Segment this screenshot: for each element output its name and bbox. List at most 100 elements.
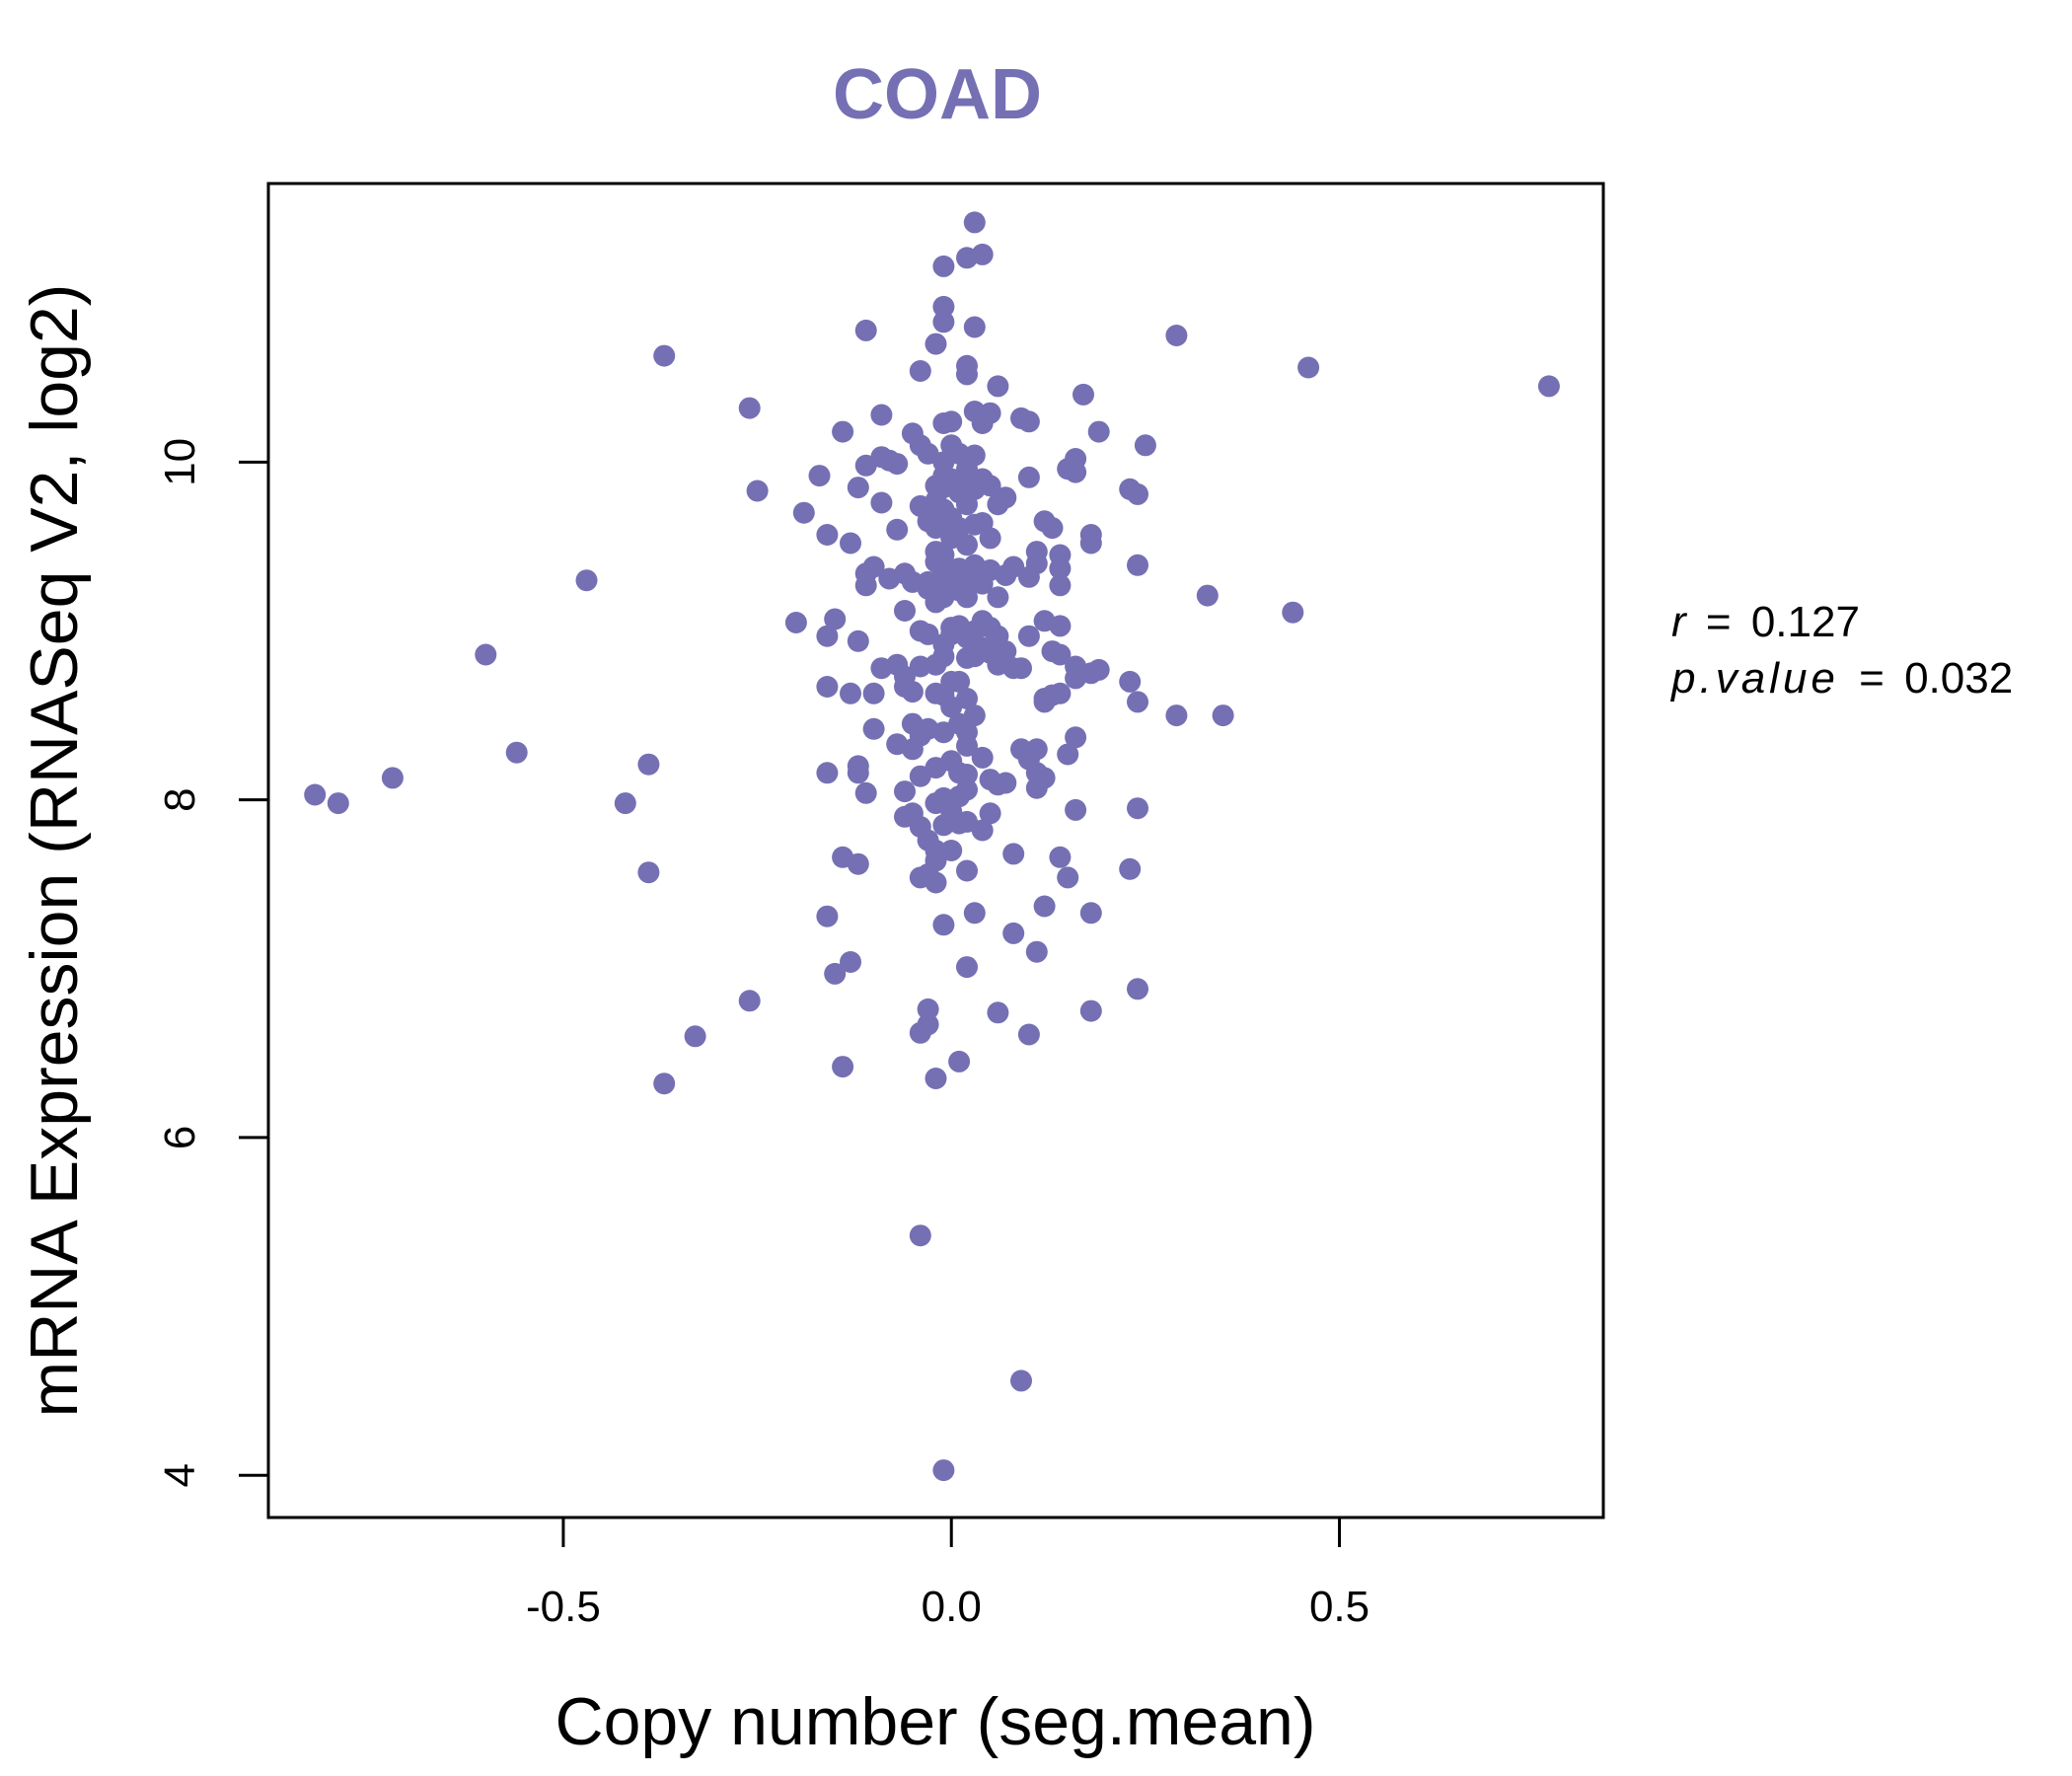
data-point [932, 311, 955, 333]
x-axis: -0.5 0.0 0.5 [526, 1517, 1369, 1631]
data-point [816, 524, 839, 546]
data-point [816, 676, 839, 698]
r-label: r [1671, 598, 1688, 646]
data-point [1127, 978, 1148, 1000]
data-point [840, 532, 861, 555]
data-point [1017, 466, 1040, 488]
data-point [847, 477, 869, 499]
data-point [963, 211, 986, 234]
data-points [304, 211, 1560, 1482]
data-point [1196, 584, 1219, 607]
data-point [948, 1050, 971, 1073]
data-point [956, 778, 978, 801]
data-point [792, 501, 815, 524]
data-point [1134, 434, 1156, 457]
data-point [854, 574, 877, 597]
data-point [901, 681, 924, 703]
data-point [653, 344, 676, 367]
data-point [854, 319, 877, 341]
x-tick-label: 0.5 [1309, 1583, 1369, 1631]
data-point [886, 453, 909, 476]
data-point [979, 802, 1001, 825]
data-point [327, 792, 349, 815]
data-point [917, 623, 939, 645]
data-point [1537, 375, 1560, 398]
data-point [304, 783, 327, 806]
data-point [816, 905, 839, 927]
y-tick-label: 8 [156, 787, 204, 811]
data-point [1057, 743, 1079, 766]
data-point [1079, 532, 1102, 555]
data-point [1025, 940, 1048, 963]
data-point [840, 682, 861, 704]
data-point [738, 397, 761, 419]
data-point [909, 360, 931, 382]
data-point [917, 998, 939, 1020]
data-point [1049, 846, 1072, 868]
data-point [956, 764, 978, 785]
data-point [940, 840, 963, 861]
data-point [1127, 554, 1148, 576]
data-point [1025, 553, 1048, 575]
data-point [1017, 625, 1040, 647]
data-point [1002, 922, 1025, 944]
p-equals: = [1859, 654, 1885, 703]
data-point [505, 741, 528, 764]
data-point [1073, 383, 1094, 406]
data-point [917, 1013, 939, 1036]
data-point [963, 444, 986, 467]
data-point [816, 762, 839, 784]
data-point [979, 402, 1001, 424]
data-point [847, 762, 869, 784]
data-point [1127, 691, 1148, 713]
data-point [963, 704, 986, 727]
data-point [932, 544, 955, 566]
data-point [475, 643, 497, 666]
data-point [956, 534, 978, 556]
data-point [979, 527, 1001, 550]
data-point [1119, 857, 1142, 880]
data-point [1079, 902, 1102, 925]
data-point [956, 956, 978, 979]
data-point [862, 717, 885, 740]
data-point [1025, 738, 1048, 761]
data-point [987, 1001, 1009, 1024]
data-point [987, 375, 1009, 398]
data-point [925, 1068, 947, 1089]
data-point [816, 625, 839, 647]
data-point [963, 902, 986, 925]
data-point [840, 951, 861, 973]
p-value: 0.032 [1904, 654, 2013, 703]
data-point [832, 1056, 854, 1078]
data-point [1065, 461, 1087, 483]
data-point [1017, 1023, 1040, 1046]
data-point [1049, 557, 1072, 580]
data-point [684, 1025, 706, 1048]
data-point [1079, 999, 1102, 1022]
data-point [963, 316, 986, 338]
data-point [995, 772, 1017, 794]
data-point [940, 410, 963, 433]
data-point [1127, 797, 1148, 820]
x-tick-label: 0.0 [922, 1583, 982, 1631]
data-point [925, 333, 947, 355]
data-point [1002, 843, 1025, 865]
data-point [956, 734, 978, 757]
data-point [1049, 574, 1072, 597]
data-point [1165, 704, 1188, 727]
data-point [932, 645, 955, 668]
p-label: p.value [1669, 654, 1839, 703]
data-point [784, 612, 807, 633]
data-point [909, 1224, 931, 1247]
data-point [971, 243, 994, 265]
r-stat: r = 0.127 [1671, 598, 1860, 646]
data-point [854, 781, 877, 804]
x-tick-label: -0.5 [526, 1583, 601, 1631]
data-point [746, 480, 769, 502]
data-point [1057, 866, 1079, 889]
data-point [979, 475, 1001, 497]
data-point [1119, 670, 1142, 693]
data-point [956, 363, 978, 386]
data-point [832, 420, 854, 443]
